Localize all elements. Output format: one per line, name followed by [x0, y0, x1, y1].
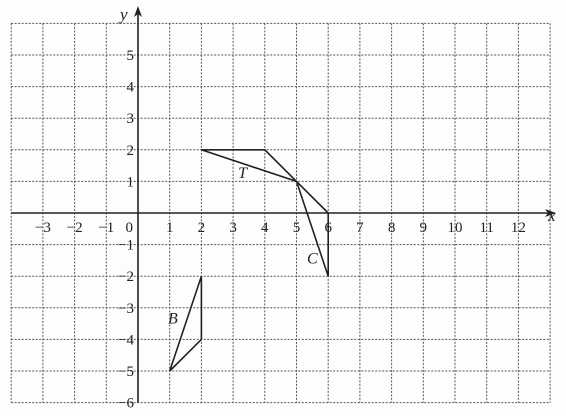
shape-label-t: T [238, 165, 248, 182]
y-tick-label: −4 [118, 332, 134, 348]
x-tick-label: −1 [98, 220, 114, 236]
y-tick-label: −6 [118, 396, 134, 412]
x-tick-label: 1 [166, 220, 174, 236]
x-tick-label: 5 [293, 220, 301, 236]
x-tick-label: 12 [511, 220, 526, 236]
x-tick-label: 3 [229, 220, 237, 236]
shape-b [168, 275, 203, 372]
x-axis-arrow [545, 209, 556, 217]
shape-c [295, 180, 330, 277]
y-axis-arrow [134, 6, 142, 17]
y-tick-label: 2 [127, 143, 135, 159]
x-tick-label: 0 [126, 220, 134, 236]
axes: xy [11, 5, 556, 403]
x-tick-label: 9 [420, 220, 428, 236]
x-tick-label: 2 [198, 220, 206, 236]
x-axis-label: x [547, 206, 556, 225]
y-tick-label: 3 [127, 111, 135, 127]
x-tick-label: 4 [261, 220, 269, 236]
x-tick-label: 8 [388, 220, 396, 236]
y-tick-label: −5 [118, 364, 134, 380]
x-tick-label: −3 [35, 220, 51, 236]
shape-label-b: B [168, 311, 178, 328]
y-tick-label: −3 [118, 301, 134, 317]
x-tick-label: 7 [356, 220, 364, 236]
shapes: T C B [168, 149, 330, 372]
x-tick-label: −2 [67, 220, 83, 236]
x-tick-label: 11 [479, 220, 493, 236]
y-tick-label: 5 [127, 48, 135, 64]
shape-label-c: C [307, 251, 318, 268]
shape-t [201, 149, 298, 183]
x-tick-label: 10 [448, 220, 463, 236]
y-tick-label: −1 [118, 238, 134, 254]
y-tick-label: −2 [118, 269, 134, 285]
y-tick-label: 1 [127, 174, 135, 190]
y-axis-label: y [118, 5, 128, 24]
y-tick-label: 4 [127, 80, 135, 96]
